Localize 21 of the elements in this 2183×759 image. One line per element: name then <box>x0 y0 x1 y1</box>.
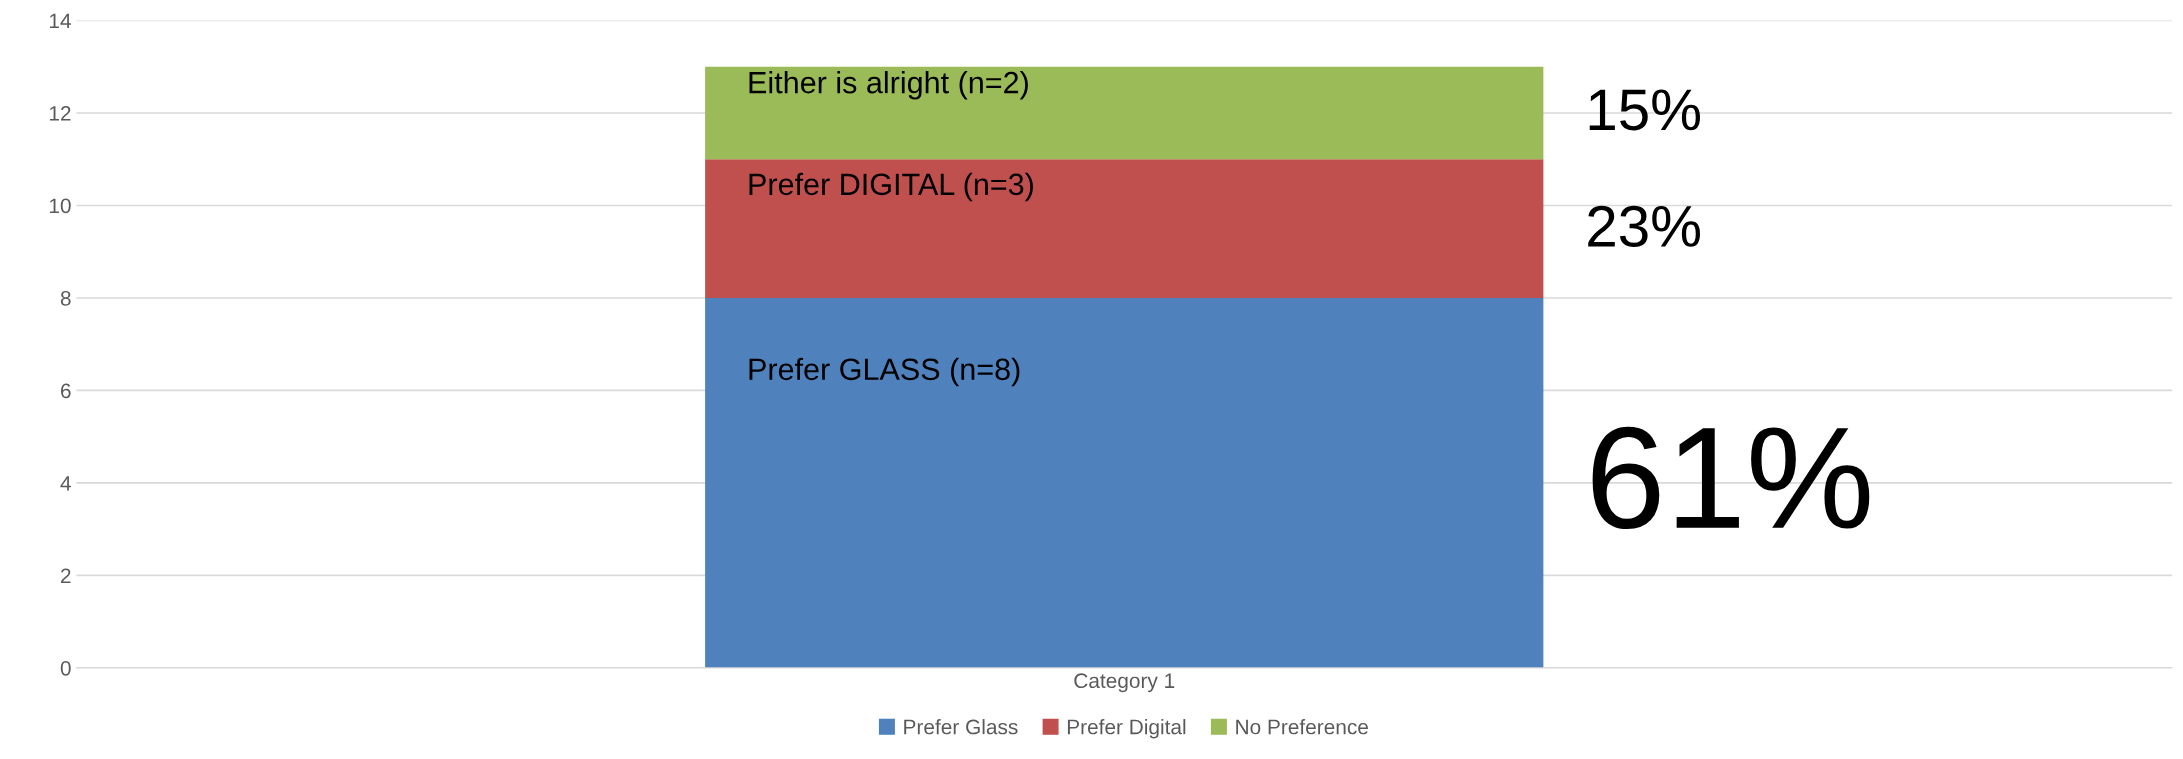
y-tick-label: 2 <box>61 568 71 583</box>
y-tick-label: 10 <box>49 198 71 214</box>
bar <box>705 159 1544 298</box>
y-tick-label: 6 <box>61 383 71 399</box>
annotation: 61% <box>1592 426 1870 530</box>
annotation: 23% <box>1588 205 1700 248</box>
bar <box>705 66 1544 160</box>
legend-label: Prefer Glass <box>904 719 1018 735</box>
y-tick-label: 14 <box>49 13 71 29</box>
legend-label: No Preference <box>1236 719 1368 735</box>
annotation: Prefer GLASS (n=8) <box>749 357 1020 387</box>
y-tick-label: 4 <box>60 476 71 491</box>
legend-label: Prefer Digital <box>1067 719 1186 739</box>
y-tick-label: 12 <box>49 105 71 121</box>
bar <box>705 297 1544 668</box>
annotation: Prefer DIGITAL (n=3) <box>749 172 1033 202</box>
annotation: Either is alright (n=2) <box>749 70 1028 100</box>
x-tick-label: Category 1 <box>1074 673 1175 693</box>
y-tick-label: 0 <box>60 660 71 676</box>
annotation: 15% <box>1589 89 1700 131</box>
y-tick-label: 8 <box>60 290 71 306</box>
